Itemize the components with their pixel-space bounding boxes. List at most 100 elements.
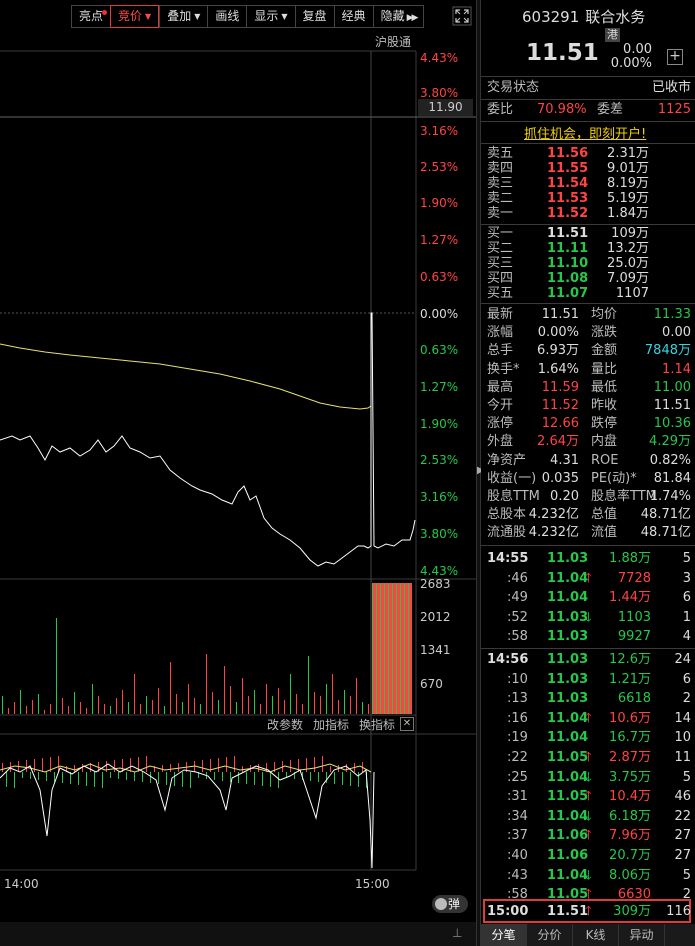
scroll-end-icon[interactable]: ⊥ xyxy=(452,926,463,940)
ask-volume: 5.19万 xyxy=(607,191,649,206)
fullscreen-icon[interactable] xyxy=(452,6,472,26)
stat-label: 涨停 xyxy=(487,416,514,432)
divider xyxy=(481,99,695,100)
pane-splitter[interactable]: ▶ xyxy=(476,0,485,946)
volume-bar xyxy=(116,698,117,714)
tick-volume: 7.96万 xyxy=(609,828,651,844)
tick-time: :16 xyxy=(507,710,528,726)
stat-value: 11.51 xyxy=(653,398,691,413)
indicator-bar xyxy=(102,772,103,788)
volume-bar xyxy=(373,583,374,714)
arrow-down-icon: 🡓 xyxy=(585,808,592,824)
tab-alerts[interactable]: 异动 xyxy=(619,924,665,946)
stat-value: 0.035 xyxy=(541,470,579,486)
stat-label: 换手* xyxy=(487,361,520,377)
volume-bar xyxy=(266,684,267,714)
price-change: 0.00 xyxy=(623,42,652,57)
tab-price-dist[interactable]: 分价 xyxy=(527,924,573,946)
display-button[interactable]: 显示 ▼ xyxy=(246,5,295,28)
tick-row: :22 11.05 🡑 2.87万 11 xyxy=(487,748,691,767)
stat-value: 11.33 xyxy=(653,307,691,322)
indicator-bar xyxy=(86,772,87,786)
volume-bar xyxy=(62,698,63,714)
intraday-chart-pane[interactable]: 亮点 竞价 ▼ 叠加 ▼ 画线 显示 ▼ 复盘 经典 隐藏 ▶▶ 沪股通 11. xyxy=(0,0,476,946)
volume-bar xyxy=(200,704,201,714)
tick-time: :19 xyxy=(507,730,528,746)
bullet-label: 弹 xyxy=(448,897,461,911)
tick-row: :49 11.04 1.44万 6 xyxy=(487,588,691,607)
add-indicator-button[interactable]: 加指标 xyxy=(313,718,350,732)
pct-axis-label: 2.53% xyxy=(420,160,459,174)
tick-price: 11.04 xyxy=(547,867,589,883)
open-account-link[interactable]: 抓住机会，即刻开户! xyxy=(524,127,647,142)
bullet-toggle[interactable]: 弹 xyxy=(432,895,468,913)
switch-indicator-button[interactable]: 换指标 xyxy=(359,718,396,732)
indicator-bar xyxy=(162,765,163,772)
volume-bar xyxy=(56,618,57,714)
volume-bar xyxy=(278,688,279,714)
stat-value: 1.64% xyxy=(537,361,579,377)
add-watchlist-button[interactable]: + xyxy=(667,49,683,65)
volume-bar xyxy=(218,700,219,714)
volume-bar xyxy=(92,684,93,714)
arrow-up-icon: 🡑 xyxy=(585,710,592,726)
volume-bar xyxy=(399,583,400,714)
close-icon[interactable]: ✕ xyxy=(400,717,414,731)
indicator-bar xyxy=(22,772,23,778)
stat-label: 昨收 xyxy=(591,398,618,413)
indicator-bar xyxy=(322,756,323,772)
indicator-bar xyxy=(190,772,191,788)
volume-bar xyxy=(140,704,141,714)
tick-volume: 3.75万 xyxy=(609,769,651,785)
indicator-bar xyxy=(294,772,295,779)
indicator-bar xyxy=(214,772,215,780)
tick-time: :43 xyxy=(507,867,528,883)
horizontal-scrollbar[interactable]: ⊥ xyxy=(0,922,476,946)
volume-bar xyxy=(344,690,345,714)
tick-price: 11.03 xyxy=(547,551,589,566)
bid-label: 买一 xyxy=(487,226,514,241)
weibi-value: 70.98% xyxy=(537,102,587,117)
ask-volume: 8.19万 xyxy=(607,176,649,191)
volume-bars xyxy=(2,583,412,714)
hide-button[interactable]: 隐藏 ▶▶ xyxy=(372,5,425,28)
tick-volume: 10.4万 xyxy=(609,789,651,805)
stat-label: 最高 xyxy=(487,379,514,395)
tick-count: 46 xyxy=(674,789,691,805)
bid-volume: 7.09万 xyxy=(607,271,649,286)
indicator-bar xyxy=(182,772,183,787)
tick-volume: 16.7万 xyxy=(609,730,651,746)
tab-ticks[interactable]: 分笔 xyxy=(481,924,527,946)
intraday-chart-canvas xyxy=(0,50,476,871)
indicator-bar xyxy=(166,772,167,785)
divider xyxy=(481,545,695,546)
indicator-bar xyxy=(34,759,35,772)
classic-button[interactable]: 经典 xyxy=(333,5,373,28)
stat-label: 最新 xyxy=(487,307,514,322)
highlight-button[interactable]: 亮点 xyxy=(71,5,111,28)
tick-time: :25 xyxy=(507,769,528,785)
pct-axis-label: 4.43% xyxy=(420,51,459,65)
tick-price: 11.05 xyxy=(547,750,589,765)
replay-button[interactable]: 复盘 xyxy=(294,5,334,28)
volume-bar xyxy=(386,583,387,714)
pct-axis-label: 3.16% xyxy=(420,490,459,504)
stat-value: 11.52 xyxy=(541,398,579,413)
tick-count: 5 xyxy=(682,867,691,883)
order-ratio-row: 委比 70.98% 委差 1125 xyxy=(487,101,691,119)
tick-count: 10 xyxy=(674,730,691,746)
collapse-arrow-icon[interactable]: ▶ xyxy=(477,465,485,476)
auction-button[interactable]: 竞价 ▼ xyxy=(110,5,160,28)
tab-kline[interactable]: K线 xyxy=(573,924,619,946)
bid-label: 买四 xyxy=(487,271,514,286)
tick-time: :31 xyxy=(507,789,528,805)
edit-params-button[interactable]: 改参数 xyxy=(267,718,304,732)
volume-bar xyxy=(384,583,385,714)
indicator-bar xyxy=(62,772,63,783)
overlay-button[interactable]: 叠加 ▼ xyxy=(159,5,208,28)
stat-value: 0.00 xyxy=(662,325,691,341)
volume-bar xyxy=(377,583,378,714)
volume-bar xyxy=(8,708,9,714)
draw-line-button[interactable]: 画线 xyxy=(207,5,247,28)
ask-label: 卖二 xyxy=(487,191,514,206)
